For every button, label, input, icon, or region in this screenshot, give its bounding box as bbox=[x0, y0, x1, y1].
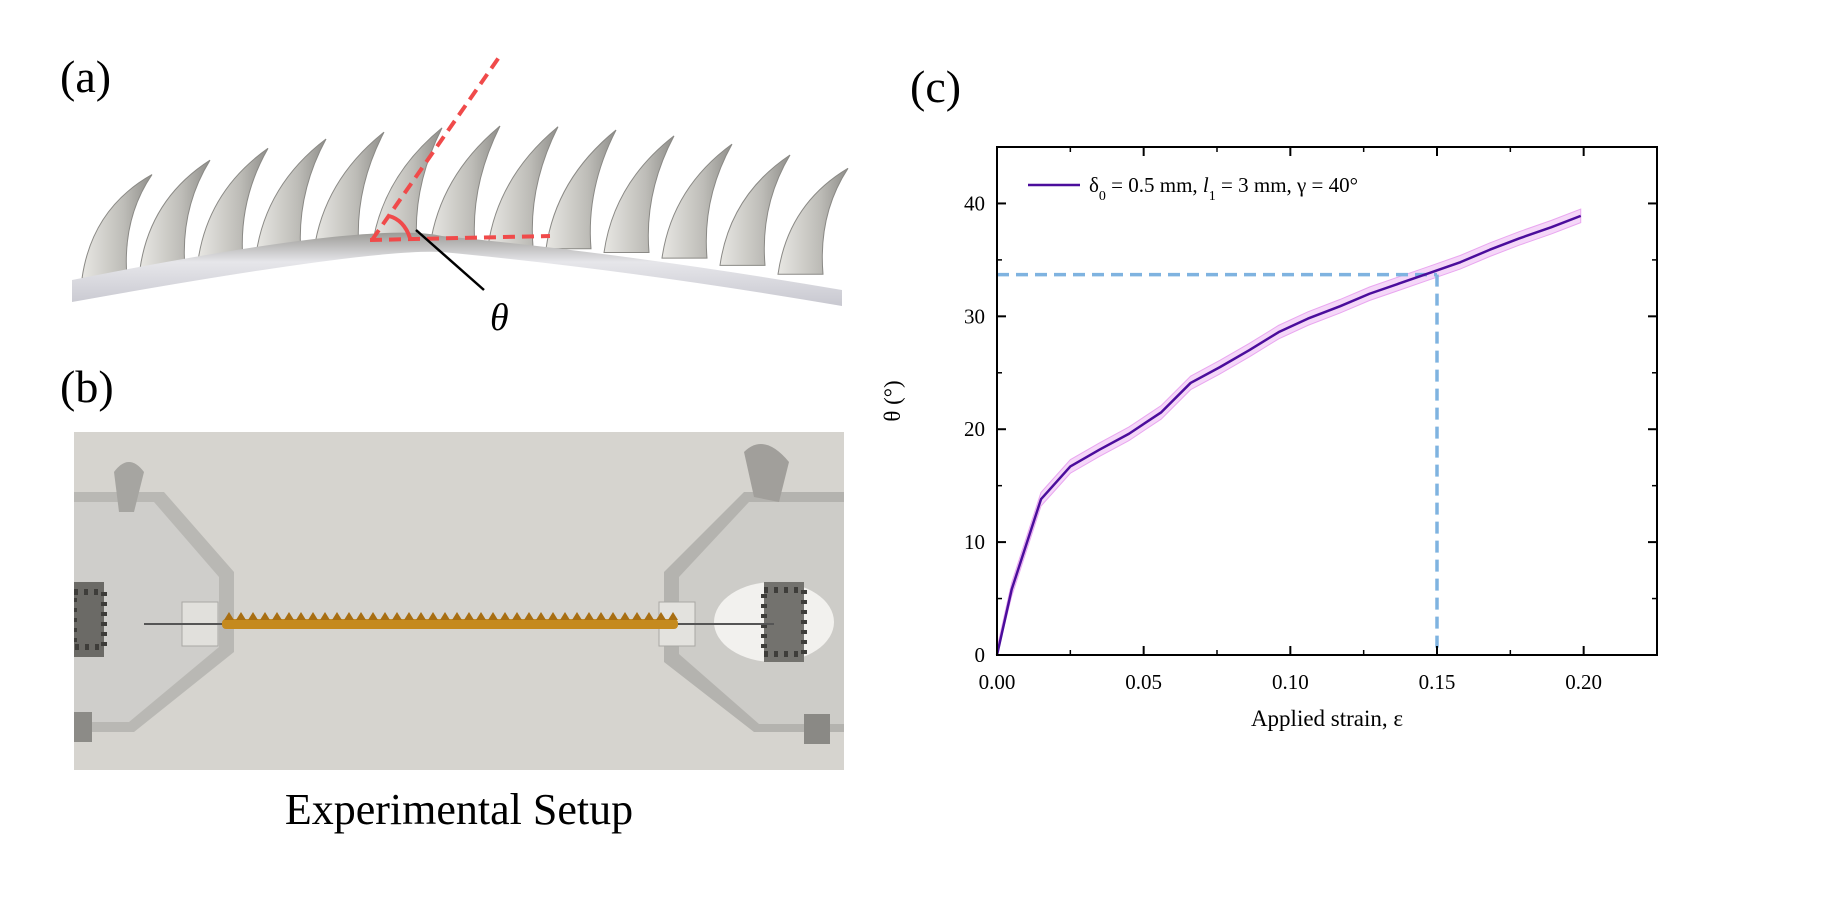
y-tick-label: 0 bbox=[975, 643, 986, 667]
strip-spine bbox=[620, 612, 630, 620]
strip-spine bbox=[608, 612, 618, 620]
y-tick-label: 40 bbox=[964, 191, 985, 215]
spine bbox=[777, 167, 849, 275]
strip-spine bbox=[404, 612, 414, 620]
y-tick-label: 10 bbox=[964, 530, 985, 554]
spine-ribbon-illustration: θ bbox=[72, 51, 849, 339]
strip-spine bbox=[392, 612, 402, 620]
strip-spine bbox=[668, 612, 678, 620]
strip-spine bbox=[572, 612, 582, 620]
theta-vs-strain-chart: 0.00 0.05 0.10 0.15 0.20 0 10 20 30 40 δ0 = 0.5 m… bbox=[880, 146, 1658, 731]
strip-spine bbox=[296, 612, 306, 620]
strip-spine bbox=[596, 612, 606, 620]
strip-spine bbox=[416, 612, 426, 620]
strip-spine bbox=[368, 612, 378, 620]
y-axis-title: θ (°) bbox=[880, 380, 905, 421]
setup-caption: Experimental Setup bbox=[284, 785, 634, 834]
strip-spine bbox=[452, 612, 462, 620]
strip-spine bbox=[488, 612, 498, 620]
strip-spine bbox=[548, 612, 558, 620]
strip-spine bbox=[656, 612, 666, 620]
ribbon-base bbox=[72, 232, 842, 306]
spine bbox=[255, 138, 327, 256]
strip-spine bbox=[500, 612, 510, 620]
strip-spine bbox=[236, 612, 246, 620]
guide-lines bbox=[997, 272, 1439, 655]
x-tick-label: 0.20 bbox=[1565, 670, 1602, 694]
x-tick-label: 0.15 bbox=[1419, 670, 1456, 694]
spiny-strip-sample bbox=[222, 612, 678, 629]
uncertainty-band bbox=[996, 208, 1582, 656]
axes-group: 0.00 0.05 0.10 0.15 0.20 0 10 20 30 40 bbox=[964, 147, 1658, 694]
x-tick-label: 0.00 bbox=[979, 670, 1016, 694]
spine bbox=[487, 126, 559, 248]
strip-spine bbox=[248, 612, 258, 620]
strip-spine bbox=[440, 612, 450, 620]
spine bbox=[313, 131, 385, 251]
spine bbox=[661, 143, 733, 259]
spine bbox=[139, 159, 211, 270]
panel-b-label: (b) bbox=[60, 361, 114, 412]
strip-spine bbox=[584, 612, 594, 620]
panel-a-label: (a) bbox=[60, 51, 112, 102]
strip-spine bbox=[332, 612, 342, 620]
spine bbox=[603, 135, 675, 254]
left-clamp bbox=[74, 462, 234, 742]
spine bbox=[81, 174, 153, 279]
legend-label: δ0 = 0.5 mm, l1 = 3 mm, γ = 40° bbox=[1089, 173, 1358, 204]
strip-spine bbox=[308, 612, 318, 620]
series-group bbox=[995, 214, 1582, 656]
x-axis-title: Applied strain, ε bbox=[1251, 706, 1403, 731]
strip-spine bbox=[524, 612, 534, 620]
strip-spine bbox=[512, 612, 522, 620]
strip-spine bbox=[260, 612, 270, 620]
strip-spine bbox=[320, 612, 330, 620]
strip-spine bbox=[380, 612, 390, 620]
strip-spine bbox=[560, 612, 570, 620]
strip-spine bbox=[272, 612, 282, 620]
strip-spine bbox=[284, 612, 294, 620]
angle-arc bbox=[388, 214, 412, 239]
series-line bbox=[995, 214, 1582, 656]
base-tangent-line bbox=[369, 234, 551, 242]
experimental-setup-photo bbox=[74, 432, 844, 770]
y-tick-label: 30 bbox=[964, 304, 985, 328]
strip-spine bbox=[224, 612, 234, 620]
strip-spine bbox=[344, 612, 354, 620]
spine bbox=[545, 129, 617, 250]
strip-spine bbox=[632, 612, 642, 620]
strip-body bbox=[222, 619, 678, 629]
x-tick-label: 0.05 bbox=[1125, 670, 1162, 694]
strip-spine bbox=[356, 612, 366, 620]
panel-c-label: (c) bbox=[910, 61, 962, 112]
spine bbox=[197, 147, 269, 262]
spine bbox=[719, 154, 791, 266]
strip-spine bbox=[428, 612, 438, 620]
strip-spine bbox=[476, 612, 486, 620]
strip-spine bbox=[644, 612, 654, 620]
y-tick-label: 20 bbox=[964, 417, 985, 441]
spine bbox=[429, 125, 501, 247]
x-tick-label: 0.10 bbox=[1272, 670, 1309, 694]
theta-label: θ bbox=[490, 297, 509, 339]
spines-group bbox=[81, 125, 849, 279]
series-band bbox=[996, 208, 1582, 656]
strip-spine bbox=[464, 612, 474, 620]
theta-pointer bbox=[415, 229, 485, 291]
strip-spine bbox=[536, 612, 546, 620]
plot-frame bbox=[996, 146, 1658, 656]
right-clamp bbox=[658, 444, 844, 744]
legend: δ0 = 0.5 mm, l1 = 3 mm, γ = 40° bbox=[1028, 173, 1358, 204]
